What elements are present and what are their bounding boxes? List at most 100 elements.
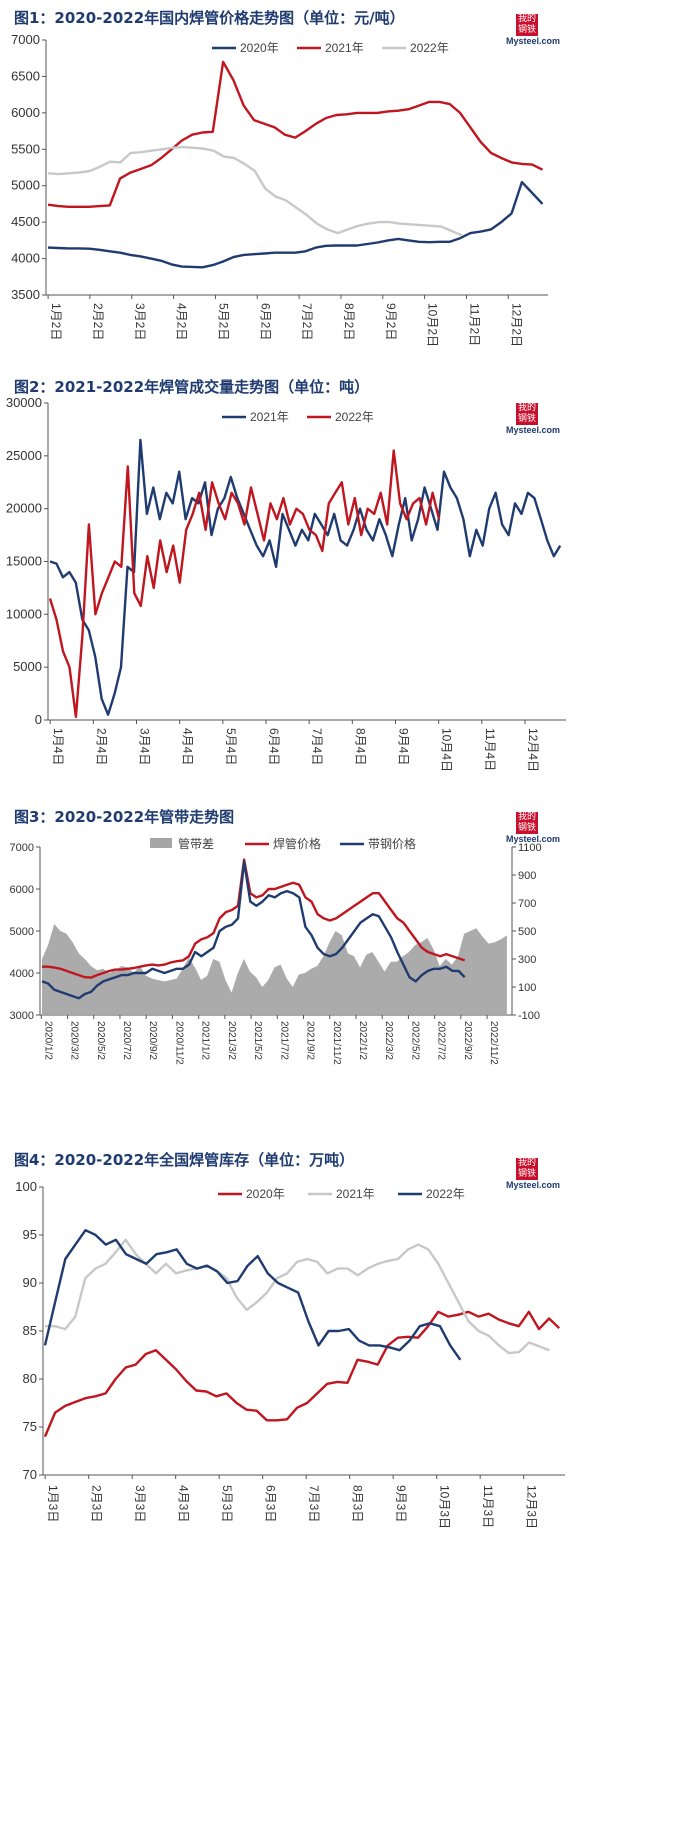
x-tick-label: 12月3日 [525,1485,539,1529]
series-line-焊管价格 [42,858,466,979]
x-tick-label: 3月3日 [133,1485,147,1522]
x-tick-label: 1月3日 [46,1485,60,1522]
legend-label: 2022年 [335,410,374,424]
mysteel-logo-mark: 我的钢铁 [516,812,538,834]
y-tick-label: 3500 [11,287,40,302]
x-tick-label: 2022/9/2 [462,1021,473,1060]
y-tick-label: 85 [23,1323,37,1338]
x-tick-label: 2021/3/2 [226,1021,237,1060]
y-tick-label: 10000 [6,606,42,621]
chart-1-block: 图1：2020-2022年国内焊管价格走势图（单位：元/吨） 我的钢铁 Myst… [0,0,693,370]
y2-tick-label: 100 [518,982,536,994]
y2-tick-label: 300 [518,954,536,966]
x-tick-label: 2月4日 [94,728,108,765]
mysteel-logo: 我的钢铁 Mysteel.com [506,812,560,848]
x-tick-label: 2021/9/2 [305,1021,316,1060]
x-tick-label: 12月4日 [526,728,540,772]
x-tick-label: 2022/11/2 [488,1021,499,1065]
x-tick-label: 2月3日 [90,1485,104,1522]
chart-1-title: 图1：2020-2022年国内焊管价格走势图（单位：元/吨） [14,9,405,27]
mysteel-logo-text: Mysteel.com [506,36,561,46]
mysteel-logo: 我的钢铁 Mysteel.com [506,1158,560,1194]
series-area-管带差 [42,924,507,1015]
series-line-2020年 [47,180,544,269]
series-line-2022年 [48,449,441,718]
y-tick-label: 4000 [10,968,34,980]
mysteel-logo-text: Mysteel.com [506,834,561,844]
legend-label: 带钢价格 [368,836,416,851]
series-line-2021年 [49,438,562,716]
mysteel-logo-mark: 我的钢铁 [516,14,538,36]
series-line-2021年 [47,60,544,208]
legend-label: 2021年 [250,410,289,424]
chart-2-title: 图2：2021-2022年焊管成交量走势图（单位：吨） [14,378,370,396]
x-tick-label: 4月3日 [177,1485,191,1522]
y-tick-label: 90 [23,1275,37,1290]
x-tick-label: 12月2日 [509,303,523,347]
legend-label: 2022年 [410,41,449,55]
x-tick-label: 2021/7/2 [278,1021,289,1060]
y-tick-label: 25000 [6,448,42,463]
y-tick-label: 6000 [11,105,40,120]
y-tick-label: 100 [15,1179,37,1194]
series-line-2022年 [47,145,463,237]
x-tick-label: 11月4日 [483,728,497,771]
y-tick-label: 5500 [11,141,40,156]
chart-1-svg: 3500 4000 4500 5000 5500 6000 6500 7000 1月2日 2月2日… [11,32,548,347]
series-line-带钢价格 [41,860,466,1000]
legend-label: 2020年 [246,1187,285,1201]
x-tick-label: 7月3日 [307,1485,321,1522]
x-tick-label: 2021/5/2 [252,1021,263,1060]
mysteel-logo-text: Mysteel.com [506,1180,561,1190]
chart-2-svg: 0 5000 10000 15000 20000 25000 30000 1月4日 2月4日 3月… [6,395,566,772]
x-tick-label: 2020/11/2 [173,1021,184,1065]
y-tick-label: 5000 [13,659,42,674]
x-tick-label: 9月2日 [384,303,398,340]
y-tick-label: 6500 [11,68,40,83]
x-tick-label: 2020/1/2 [42,1021,53,1060]
chart-4-block: 图4：2020-2022年全国焊管库存（单位：万吨） 我的钢铁 Mysteel.… [0,1140,693,1835]
mysteel-logo-text: Mysteel.com [506,425,561,435]
mysteel-logo: 我的钢铁 Mysteel.com [506,14,560,50]
y2-tick-label: 900 [518,870,536,882]
y-tick-label: 4500 [11,214,40,229]
y-tick-label: 7000 [11,32,40,47]
y-tick-label: 95 [23,1227,37,1242]
y2-tick-label: -100 [518,1010,540,1022]
y-tick-label: 70 [23,1467,37,1482]
x-tick-label: 2022/3/2 [383,1021,394,1060]
y-tick-label: 75 [23,1419,37,1434]
y-tick-label: 5000 [10,926,34,938]
y-tick-label: 15000 [6,554,42,569]
legend-swatch [150,838,172,848]
x-tick-label: 2022/5/2 [409,1021,420,1060]
x-tick-label: 2022/1/2 [357,1021,368,1060]
chart-3-title: 图3：2020-2022年管带走势图 [14,808,235,826]
x-tick-label: 2020/9/2 [147,1021,158,1060]
x-tick-label: 9月4日 [396,728,410,765]
x-tick-label: 1月4日 [51,728,65,765]
y-tick-label: 0 [35,712,42,727]
series-line-2022年 [43,1229,462,1361]
legend-label: 管带差 [178,836,214,851]
x-tick-label: 6月2日 [258,303,272,340]
x-tick-label: 2022/7/2 [436,1021,447,1060]
x-tick-label: 10月4日 [440,728,454,772]
x-tick-label: 6月3日 [264,1485,278,1522]
chart-3-svg: 3000 4000 5000 6000 7000 -100 100 300 500 700 900 1… [10,836,542,1065]
x-tick-label: 11月3日 [481,1485,495,1528]
legend-label: 2022年 [426,1187,465,1201]
mysteel-logo-mark: 我的钢铁 [516,1158,538,1180]
y-tick-label: 3000 [10,1010,34,1022]
y-tick-label: 80 [23,1371,37,1386]
y-tick-label: 7000 [10,842,34,854]
y-tick-label: 4000 [11,251,40,266]
x-tick-label: 7月2日 [300,303,314,340]
y2-tick-label: 500 [518,926,536,938]
x-tick-label: 8月2日 [342,303,356,340]
chart-2-block: 图2：2021-2022年焊管成交量走势图（单位：吨） 我的钢铁 Mysteel… [0,375,693,795]
x-tick-label: 1月2日 [49,303,63,340]
x-tick-label: 2020/5/2 [95,1021,106,1060]
x-tick-label: 5月3日 [220,1485,234,1522]
x-tick-label: 2021/11/2 [331,1021,342,1065]
